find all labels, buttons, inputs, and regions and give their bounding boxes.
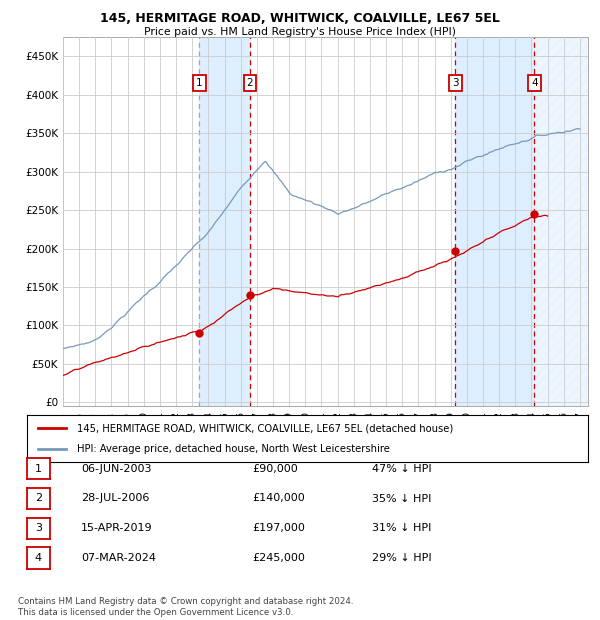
Text: 3: 3: [452, 78, 458, 88]
Text: £197,000: £197,000: [252, 523, 305, 533]
Text: 1: 1: [196, 78, 203, 88]
Text: 06-JUN-2003: 06-JUN-2003: [81, 464, 151, 474]
Text: HPI: Average price, detached house, North West Leicestershire: HPI: Average price, detached house, Nort…: [77, 444, 391, 454]
Text: 2: 2: [247, 78, 253, 88]
Text: Contains HM Land Registry data © Crown copyright and database right 2024.
This d: Contains HM Land Registry data © Crown c…: [18, 598, 353, 617]
Bar: [199, 37, 250, 406]
Text: 4: 4: [35, 553, 42, 563]
Text: 31% ↓ HPI: 31% ↓ HPI: [372, 523, 431, 533]
Text: £245,000: £245,000: [252, 553, 305, 563]
Text: 35% ↓ HPI: 35% ↓ HPI: [372, 494, 431, 503]
Text: 145, HERMITAGE ROAD, WHITWICK, COALVILLE, LE67 5EL (detached house): 145, HERMITAGE ROAD, WHITWICK, COALVILLE…: [77, 423, 454, 433]
Text: 4: 4: [531, 78, 538, 88]
Text: 1: 1: [35, 464, 42, 474]
Text: 3: 3: [35, 523, 42, 533]
Text: 29% ↓ HPI: 29% ↓ HPI: [372, 553, 431, 563]
Text: 145, HERMITAGE ROAD, WHITWICK, COALVILLE, LE67 5EL: 145, HERMITAGE ROAD, WHITWICK, COALVILLE…: [100, 12, 500, 25]
Text: £140,000: £140,000: [252, 494, 305, 503]
Text: £90,000: £90,000: [252, 464, 298, 474]
Text: Price paid vs. HM Land Registry's House Price Index (HPI): Price paid vs. HM Land Registry's House …: [144, 27, 456, 37]
Text: 47% ↓ HPI: 47% ↓ HPI: [372, 464, 431, 474]
Text: 2: 2: [35, 494, 42, 503]
Text: 07-MAR-2024: 07-MAR-2024: [81, 553, 156, 563]
Bar: [535, 37, 588, 406]
Bar: [455, 37, 535, 406]
Text: 28-JUL-2006: 28-JUL-2006: [81, 494, 149, 503]
Text: 15-APR-2019: 15-APR-2019: [81, 523, 152, 533]
